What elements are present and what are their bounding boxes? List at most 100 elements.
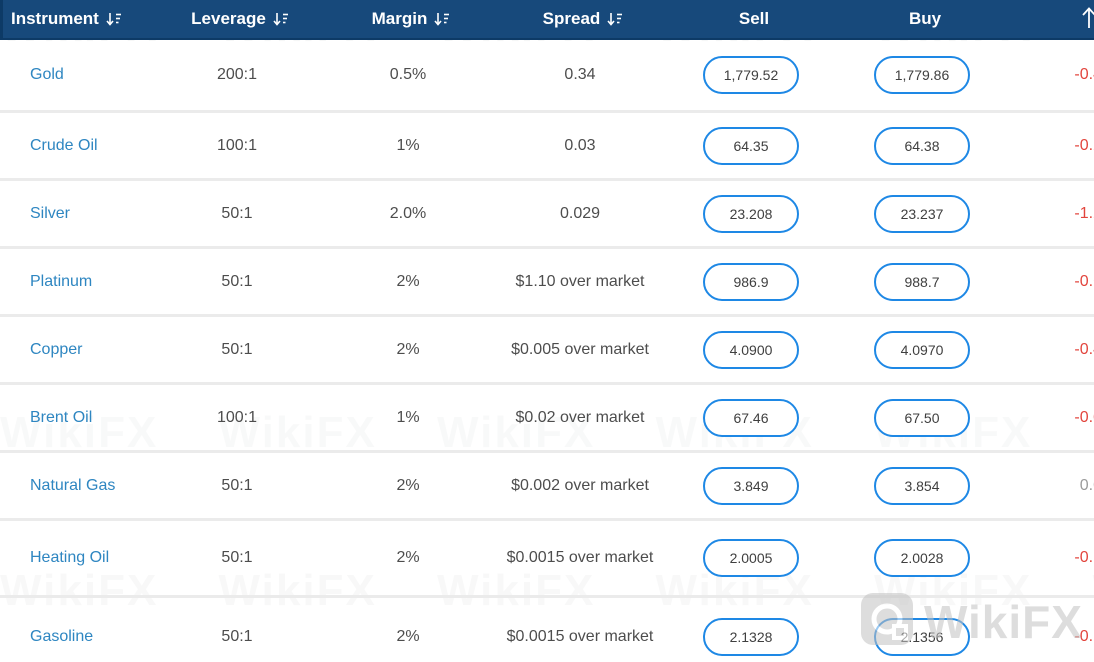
table-body: Gold 200:1 0.5% 0.34 1,779.52 1,779.86 -… xyxy=(0,40,1094,662)
spread-cell: 0.34 xyxy=(502,63,658,87)
sell-price-button[interactable]: 2.0005 xyxy=(703,539,799,577)
column-header-instrument[interactable]: Instrument xyxy=(3,9,163,29)
sort-icon[interactable] xyxy=(106,12,122,27)
table-row: Copper 50:1 2% $0.005 over market 4.0900… xyxy=(0,317,1094,385)
spread-cell: 0.029 xyxy=(502,202,658,226)
buy-cell: 3.854 xyxy=(844,466,1000,505)
sell-price-button[interactable]: 67.46 xyxy=(703,398,799,437)
up-arrow-icon xyxy=(1081,6,1094,35)
leverage-cell: 100:1 xyxy=(216,408,258,426)
buy-cell: 64.38 xyxy=(844,126,1000,165)
instrument-link[interactable]: Platinum xyxy=(30,272,93,290)
sort-icon[interactable] xyxy=(434,12,450,27)
spread-cell: $1.10 over market xyxy=(502,270,658,294)
column-header-label: Instrument xyxy=(11,9,99,28)
margin-cell: 2% xyxy=(396,628,420,645)
margin-cell: 2% xyxy=(396,476,420,494)
scroll-to-top-button[interactable] xyxy=(1078,6,1094,35)
column-header-label: Spread xyxy=(542,9,601,28)
sell-cell: 64.35 xyxy=(658,126,844,165)
instrument-cell: Crude Oil xyxy=(0,137,160,155)
instrument-link[interactable]: Copper xyxy=(30,340,83,358)
sell-price-button[interactable]: 23.208 xyxy=(703,194,799,233)
sell-cell: 1,779.52 xyxy=(658,56,844,94)
instrument-link[interactable]: Natural Gas xyxy=(30,476,116,494)
spread-cell: $0.02 over market xyxy=(502,406,658,430)
sort-icon[interactable] xyxy=(273,12,289,27)
table-header: Instrument Leverage Marg xyxy=(0,0,1094,40)
instrument-cell: Heating Oil xyxy=(0,549,160,567)
instrument-link[interactable]: Brent Oil xyxy=(30,408,93,426)
instrument-link[interactable]: Gasoline xyxy=(30,628,94,645)
change-cell: -0.1 xyxy=(1000,628,1094,646)
column-header-buy: Buy xyxy=(847,9,1003,29)
change-cell: -0.0 xyxy=(1000,409,1094,427)
change-value: 0.0 xyxy=(1079,476,1094,494)
sell-cell: 2.1328 xyxy=(658,618,844,656)
change-value: -0.2 xyxy=(1074,136,1094,154)
instrument-link[interactable]: Gold xyxy=(30,66,64,83)
instrument-cell: Gold xyxy=(0,66,160,84)
table-row: Gasoline 50:1 2% $0.0015 over market 2.1… xyxy=(0,598,1094,662)
spread-cell: $0.0015 over market xyxy=(502,625,658,649)
sell-price-button[interactable]: 4.0900 xyxy=(703,330,799,369)
sell-price-button[interactable]: 986.9 xyxy=(703,262,799,301)
column-header-leverage[interactable]: Leverage xyxy=(163,9,317,29)
leverage-cell: 100:1 xyxy=(216,136,258,154)
column-header-label: Leverage xyxy=(191,9,266,28)
buy-cell: 1,779.86 xyxy=(844,56,1000,94)
change-cell: -0.4 xyxy=(1000,341,1094,359)
buy-cell: 67.50 xyxy=(844,398,1000,437)
buy-price-button[interactable]: 2.0028 xyxy=(874,539,970,577)
change-value: -0.1 xyxy=(1074,549,1094,566)
column-header-margin[interactable]: Margin xyxy=(317,9,505,29)
spread-value: $0.02 over market xyxy=(515,408,645,426)
spread-value: $0.002 over market xyxy=(511,476,649,494)
spread-cell: 0.03 xyxy=(502,134,658,158)
spread-cell: $0.002 over market xyxy=(502,474,658,498)
spread-value: $0.0015 over market xyxy=(506,628,654,645)
table-row: Brent Oil 100:1 1% $0.02 over market 67.… xyxy=(0,385,1094,453)
sell-price-button[interactable]: 1,779.52 xyxy=(703,56,799,94)
sort-icon[interactable] xyxy=(607,12,623,27)
sell-price-button[interactable]: 3.849 xyxy=(703,466,799,505)
spread-value: $1.10 over market xyxy=(515,272,645,290)
buy-price-button[interactable]: 4.0970 xyxy=(874,330,970,369)
spread-value: $0.0015 over market xyxy=(506,549,654,566)
sell-price-button[interactable]: 64.35 xyxy=(703,126,799,165)
margin-cell: 2.0% xyxy=(389,204,427,222)
change-value: -0.4 xyxy=(1074,340,1094,358)
buy-price-button[interactable]: 2.1356 xyxy=(874,618,970,656)
buy-price-button[interactable]: 64.38 xyxy=(874,126,970,165)
buy-cell: 988.7 xyxy=(844,262,1000,301)
leverage-cell: 50:1 xyxy=(221,204,253,222)
spread-cell: $0.0015 over market xyxy=(502,546,658,570)
table-row: Silver 50:1 2.0% 0.029 23.208 23.237 -1.… xyxy=(0,181,1094,249)
column-header-spread[interactable]: Spread xyxy=(505,9,661,29)
leverage-cell: 50:1 xyxy=(221,272,253,290)
instrument-link[interactable]: Crude Oil xyxy=(30,136,98,154)
table-row: Gold 200:1 0.5% 0.34 1,779.52 1,779.86 -… xyxy=(0,40,1094,113)
buy-cell: 4.0970 xyxy=(844,330,1000,369)
buy-price-button[interactable]: 3.854 xyxy=(874,466,970,505)
margin-cell: 2% xyxy=(396,272,420,290)
buy-price-button[interactable]: 67.50 xyxy=(874,398,970,437)
buy-price-button[interactable]: 23.237 xyxy=(874,194,970,233)
column-header-label: Margin xyxy=(371,9,428,28)
change-cell: -1.2 xyxy=(1000,205,1094,223)
sell-price-button[interactable]: 2.1328 xyxy=(703,618,799,656)
instrument-cell: Silver xyxy=(0,205,160,223)
buy-cell: 2.1356 xyxy=(844,618,1000,656)
buy-price-button[interactable]: 1,779.86 xyxy=(874,56,970,94)
column-header-sell: Sell xyxy=(661,9,847,29)
buy-price-button[interactable]: 988.7 xyxy=(874,262,970,301)
sell-cell: 67.46 xyxy=(658,398,844,437)
instrument-link[interactable]: Heating Oil xyxy=(30,549,110,566)
instrument-cell: Platinum xyxy=(0,273,160,291)
spread-value: $0.005 over market xyxy=(511,340,649,358)
spread-value: 0.03 xyxy=(564,136,596,154)
column-header-label: Buy xyxy=(908,9,942,28)
instrument-link[interactable]: Silver xyxy=(30,204,71,222)
